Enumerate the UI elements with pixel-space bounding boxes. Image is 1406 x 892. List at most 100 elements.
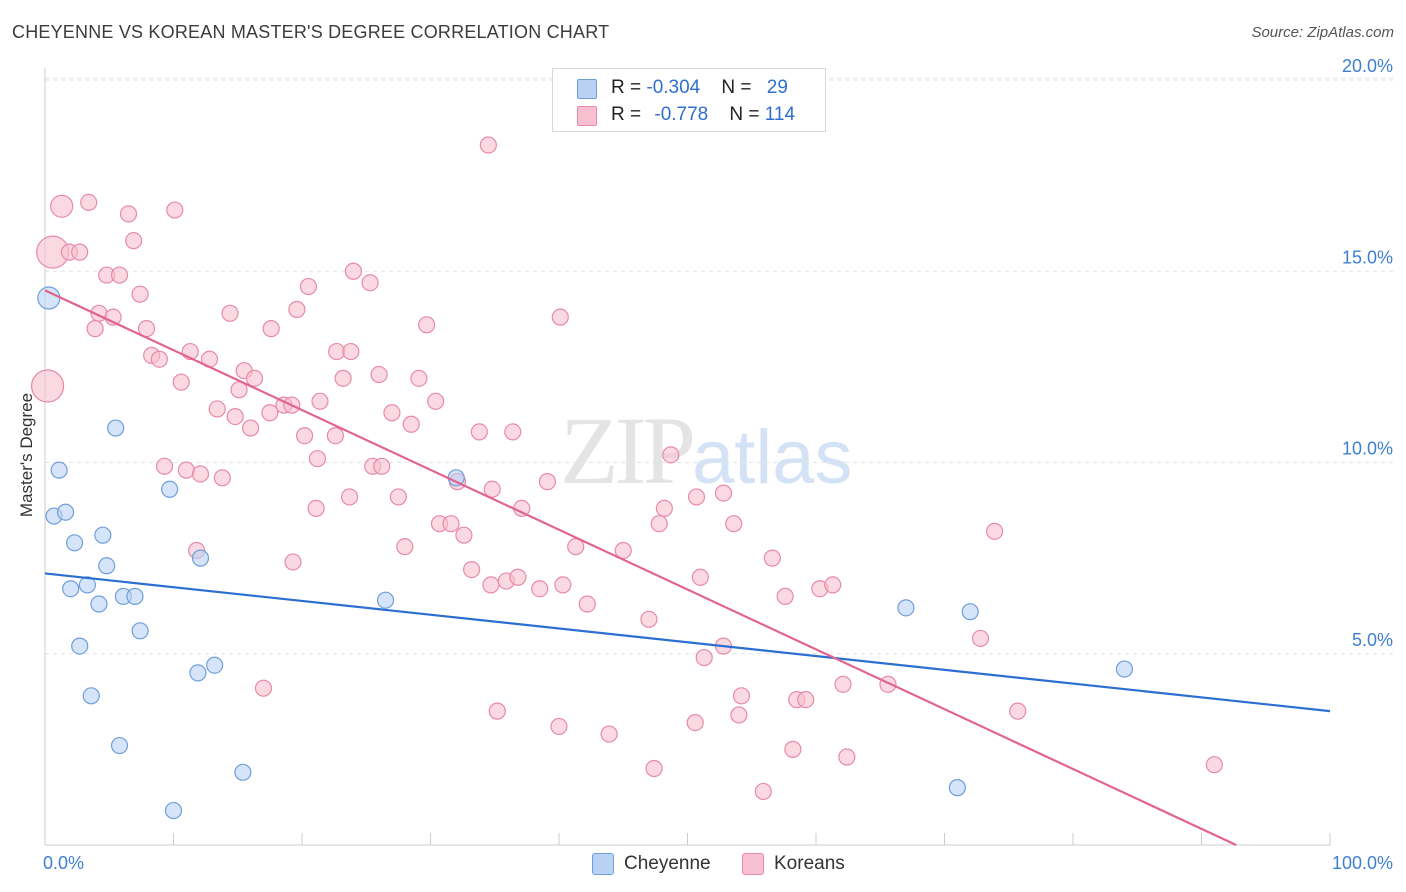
- korean-point: [155, 457, 174, 475]
- cheyenne-point: [206, 656, 224, 674]
- korean-point: [30, 369, 65, 403]
- korean-point: [334, 369, 352, 387]
- cheyenne-point: [961, 603, 979, 621]
- korean-point: [578, 595, 596, 613]
- r-value: -0.778: [654, 104, 709, 125]
- korean-point: [640, 610, 658, 628]
- cheyenne-point: [234, 763, 252, 781]
- korean-point: [80, 193, 98, 211]
- y-tick-label: 20.0%: [1342, 56, 1393, 76]
- korean-point: [834, 675, 852, 693]
- cheyenne-legend-swatch: [592, 853, 614, 875]
- cheyenne-point: [1115, 660, 1134, 678]
- cheyenne-point: [37, 286, 61, 310]
- koreans-legend-swatch: [742, 853, 764, 875]
- korean-point: [177, 461, 195, 479]
- y-tick-label: 10.0%: [1342, 439, 1393, 459]
- korean-point: [418, 316, 436, 334]
- koreans-legend-label: Koreans: [774, 853, 845, 874]
- n-value: 114: [764, 104, 796, 125]
- korean-point: [470, 423, 488, 441]
- korean-point: [650, 515, 668, 533]
- korean-point: [86, 320, 104, 338]
- korean-point: [824, 576, 842, 594]
- cheyenne-point: [98, 557, 116, 575]
- watermark-atlas: atlas: [692, 415, 853, 500]
- cheyenne-point: [71, 637, 89, 655]
- korean-point: [340, 488, 359, 506]
- watermark: ZIPatlas: [560, 395, 853, 506]
- cheyenne-point: [56, 503, 75, 521]
- korean-point: [307, 499, 325, 517]
- korean-point: [150, 350, 168, 368]
- cheyenne-point: [90, 595, 108, 613]
- korean-point: [254, 679, 273, 697]
- korean-point: [509, 568, 527, 586]
- cheyenne-point: [189, 664, 207, 682]
- korean-point: [504, 423, 522, 441]
- korean-point: [550, 717, 568, 736]
- korean-point: [213, 469, 231, 487]
- korean-point: [370, 365, 388, 384]
- korean-point: [1205, 756, 1223, 774]
- korean-point: [344, 262, 362, 280]
- trend-lines: [44, 289, 1331, 846]
- korean-point: [396, 538, 414, 556]
- korean-point: [226, 408, 244, 426]
- data-points: [30, 136, 1223, 820]
- korean-point: [463, 560, 481, 579]
- cheyenne-point: [376, 591, 395, 609]
- korean-point: [531, 580, 549, 598]
- cheyenne-point: [948, 779, 966, 797]
- r-label: R =: [611, 77, 647, 98]
- korean-point: [488, 702, 506, 720]
- cheyenne-point: [110, 736, 129, 755]
- korean-point: [482, 576, 500, 594]
- korean-point: [797, 691, 815, 709]
- y-tick-label: 5.0%: [1352, 630, 1393, 650]
- y-tick-label: 15.0%: [1342, 247, 1393, 267]
- y-axis-label: Master's Degree: [17, 393, 36, 517]
- korean-point: [295, 427, 314, 445]
- x-tick-label: 100.0%: [1332, 853, 1393, 873]
- cheyenne-point: [65, 534, 84, 552]
- korean-point: [645, 759, 663, 778]
- korean-point: [551, 308, 569, 326]
- korean-point: [262, 320, 280, 338]
- korean-point: [427, 392, 445, 410]
- korean-point: [166, 201, 184, 219]
- korean-point: [714, 484, 733, 502]
- cheyenne-point: [161, 480, 179, 498]
- korean-point: [342, 342, 360, 361]
- korean-point: [838, 748, 856, 766]
- korean-point: [389, 488, 407, 506]
- korean-point: [288, 300, 306, 319]
- cheyenne-point: [897, 599, 915, 617]
- r-value: -0.304: [646, 77, 701, 98]
- legend-row-koreans: R = -0.778 N = 114: [577, 102, 795, 128]
- korean-point: [131, 285, 149, 303]
- cheyenne-legend-label: Cheyenne: [624, 853, 711, 874]
- cheyenne-point: [82, 687, 100, 705]
- cheyenne-point: [131, 622, 149, 640]
- korean-point: [402, 415, 420, 433]
- korean-point: [732, 687, 751, 705]
- cheyenne-point: [164, 801, 183, 820]
- korean-point: [299, 277, 318, 296]
- korean-point: [383, 404, 401, 422]
- cheyenne-point: [50, 461, 68, 479]
- korean-point: [172, 373, 190, 391]
- korean-point: [754, 782, 772, 801]
- korean-point: [361, 274, 379, 292]
- korean-point: [686, 713, 704, 732]
- korean-point: [208, 400, 226, 418]
- cheyenne-point: [107, 419, 125, 437]
- r-label: R =: [611, 104, 647, 125]
- korean-point: [662, 446, 680, 464]
- korean-point: [725, 515, 743, 533]
- korean-point: [191, 465, 210, 483]
- korean-point: [71, 243, 89, 261]
- cheyenne-trend-line: [44, 572, 1331, 713]
- korean-point: [455, 526, 473, 544]
- korean-point: [600, 725, 618, 743]
